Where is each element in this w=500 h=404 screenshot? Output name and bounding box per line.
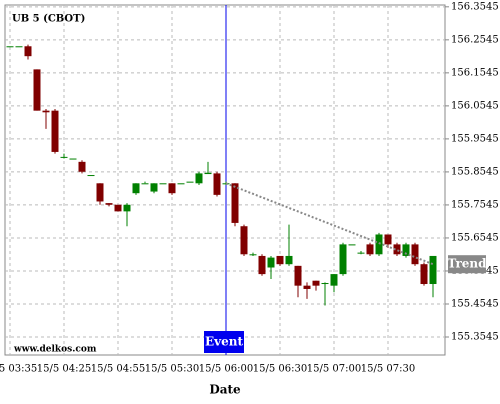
chart-title: UB 5 (CBOT) <box>12 14 85 25</box>
y-tick-label: 156.2545 <box>451 34 499 45</box>
event-label: Event <box>205 335 243 349</box>
y-tick-label: 155.3545 <box>451 332 499 343</box>
candle-body <box>186 181 194 183</box>
candle-body <box>60 156 68 158</box>
candle-body <box>231 183 239 223</box>
candle-body <box>168 183 176 194</box>
candle-body <box>429 255 437 285</box>
candle-body <box>420 264 428 285</box>
candle-body <box>393 244 401 255</box>
candle-body <box>96 183 104 202</box>
candle-body <box>213 173 221 195</box>
candle-body <box>348 244 356 246</box>
x-axis-label: Date <box>209 383 241 397</box>
trend-line <box>225 182 434 266</box>
candle-body <box>321 283 329 285</box>
plot-frame <box>4 4 446 356</box>
candle-body <box>141 183 149 185</box>
x-tick-label: 15/5 07:00 <box>307 364 361 375</box>
candle-body <box>276 255 284 265</box>
y-tick-label: 156.3545 <box>451 1 499 12</box>
x-tick-label: 15/5 07:30 <box>361 364 415 375</box>
y-tick-label: 156.0545 <box>451 100 499 111</box>
candle-body <box>105 203 113 205</box>
y-tick-label: 155.9545 <box>451 133 499 144</box>
candle-body <box>411 244 419 265</box>
candle-body <box>78 161 86 172</box>
candle-body <box>195 173 203 184</box>
candle-body <box>330 274 338 286</box>
candle-body <box>6 46 14 48</box>
candle-body <box>249 254 257 256</box>
candle-body <box>312 280 320 286</box>
trend-box <box>448 255 486 274</box>
candle-body <box>33 69 41 111</box>
candle-body <box>366 244 374 255</box>
candle-body <box>87 175 95 177</box>
event-box <box>204 331 244 353</box>
y-tick-label: 155.8545 <box>451 166 499 177</box>
candle-body <box>402 244 410 256</box>
candle-body <box>24 46 32 57</box>
y-tick-label: 156.1545 <box>451 67 499 78</box>
x-tick-label: 15/5 04:25 <box>37 364 91 375</box>
candle-body <box>69 158 77 160</box>
candle-body <box>114 204 122 212</box>
candle-body <box>159 183 167 185</box>
candle-body <box>15 46 23 48</box>
x-tick-label: 15/5 04:55 <box>91 364 145 375</box>
x-tick-label: 15/5 05:30 <box>145 364 199 375</box>
candle-body <box>177 183 185 185</box>
x-tick-label: 15/5 03:35 <box>0 364 37 375</box>
candle-body <box>150 183 158 192</box>
candle-body <box>204 172 212 175</box>
trend-label: Trend <box>447 257 487 271</box>
candle-body <box>285 255 293 265</box>
candle-body <box>123 204 131 212</box>
candle-body <box>132 183 140 194</box>
candle-body <box>357 252 365 254</box>
candle-body <box>258 255 266 275</box>
candle-body <box>51 110 59 152</box>
candle-body <box>339 244 347 275</box>
candle-body <box>42 110 50 113</box>
candle-body <box>267 257 275 268</box>
x-tick-label: 15/5 06:30 <box>253 364 307 375</box>
watermark: www.delkos.com <box>13 345 97 355</box>
candle-body <box>384 234 392 245</box>
y-tick-label: 155.4545 <box>451 298 499 309</box>
y-tick-label: 155.7545 <box>451 199 499 210</box>
x-tick-label: 15/5 06:00 <box>199 364 253 375</box>
candle-body <box>240 226 248 255</box>
candle-body <box>294 265 302 286</box>
y-tick-label: 155.6545 <box>451 232 499 243</box>
candle-body <box>303 285 311 289</box>
candle-body <box>375 234 383 255</box>
